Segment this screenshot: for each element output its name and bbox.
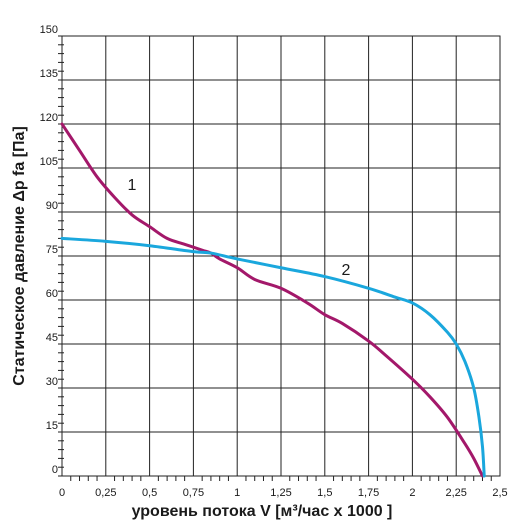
x-tick-label: 0 [59,487,65,499]
y-tick-label: 105 [40,156,58,168]
x-tick-label: 1 [234,487,240,499]
y-tick-label: 45 [46,332,58,344]
y-tick-label: 135 [40,68,58,80]
y-tick-label: 60 [46,288,58,300]
y-tick-label: 150 [40,24,58,36]
series-2-label: 2 [342,262,351,279]
grid [58,35,501,477]
plot-frame [61,35,501,477]
y-tick-label: 90 [46,200,58,212]
x-tick-label: 0,25 [95,487,116,499]
y-axis-title: Статическое давление Δp fa [Па] [11,126,28,386]
series [60,122,486,478]
x-tick-label: 0,75 [183,487,204,499]
series-1-line [60,122,484,478]
x-tick-label: 2,5 [492,487,507,499]
y-tick-label: 120 [40,112,58,124]
y-tick-label: 0 [52,464,58,476]
x-tick-label: 1,25 [270,487,291,499]
x-tick-label: 1,5 [317,487,332,499]
x-tick-label: 1,75 [358,487,379,499]
y-tick-label: 15 [46,420,58,432]
minor-ticks [58,44,492,481]
y-tick-label: 75 [46,244,58,256]
x-tick-label: 2 [409,487,415,499]
x-tick-labels: 0 0,25 0,5 0,75 1 1,25 1,5 1,75 2 2,25 2,5 [59,487,508,499]
x-tick-label: 0,5 [142,487,157,499]
series-2-line [60,236,486,478]
x-tick-label: 2,25 [445,487,466,499]
y-tick-label: 30 [46,376,58,388]
y-tick-labels: 0 15 30 45 60 75 90 105 120 135 150 [40,24,58,476]
x-axis-title: уровень потока V [м³/час x 1000 ] [132,503,393,520]
series-1-label: 1 [128,177,137,194]
